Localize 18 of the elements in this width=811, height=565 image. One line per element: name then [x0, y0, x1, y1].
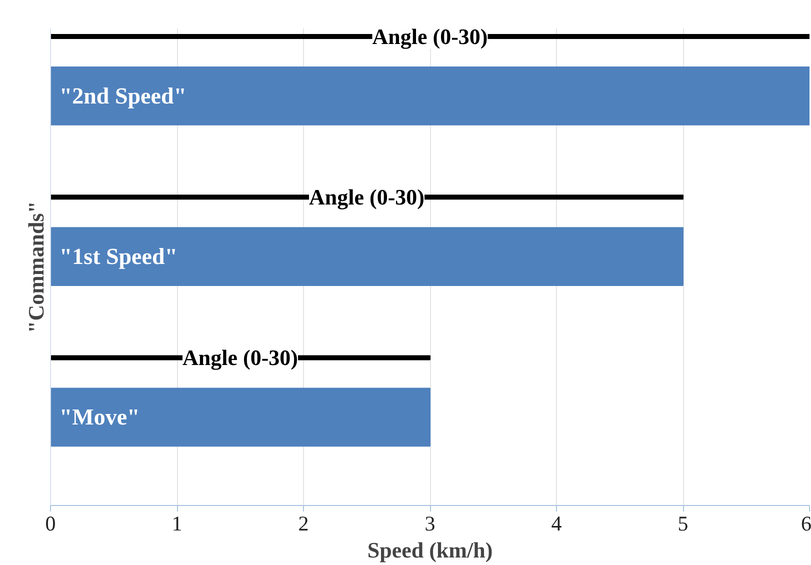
text: Angle (0-30) — [372, 24, 488, 50]
x-tick-label: 4 — [551, 512, 562, 536]
x-tick-label: 2 — [298, 512, 309, 536]
y-axis-title: "Commands" — [24, 201, 48, 333]
x-tick-label: 5 — [678, 512, 688, 536]
x-tick-label: 0 — [45, 512, 56, 536]
x-axis-title: Speed (km/h) — [367, 538, 493, 562]
bar — [50, 388, 430, 447]
y-tick-label: "1st Speed" — [59, 244, 178, 270]
x-tick-label: 6 — [801, 512, 811, 536]
series-label: Angle (0-30) — [309, 184, 424, 210]
y-tick-label: "2nd Speed" — [59, 83, 187, 108]
x-tick-label: 1 — [172, 512, 182, 536]
y-tick-label: "Move" — [59, 404, 140, 430]
bar — [50, 66, 810, 126]
text: Angle (0-30) — [182, 345, 298, 370]
bar — [50, 227, 684, 286]
x-tick-label: 3 — [424, 512, 436, 536]
